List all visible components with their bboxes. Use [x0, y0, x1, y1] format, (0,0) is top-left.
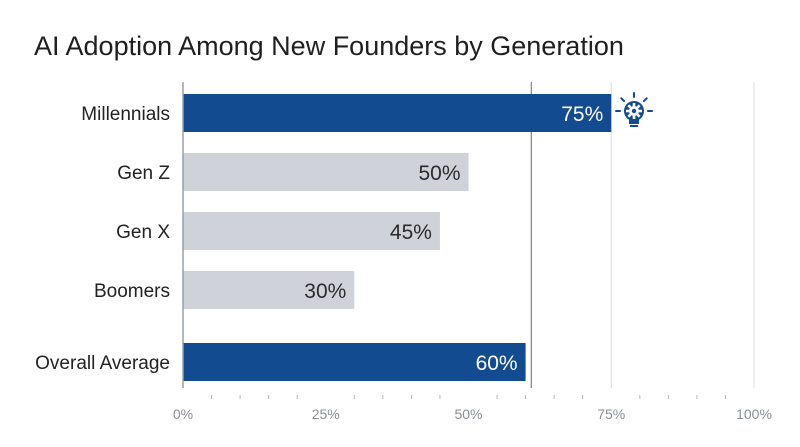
value-label: 45% — [390, 221, 432, 244]
category-label: Millennials — [81, 104, 170, 125]
grid-lines — [530, 82, 755, 388]
value-label: 60% — [476, 352, 518, 375]
bar-gen-x — [183, 212, 440, 250]
value-label: 50% — [418, 162, 460, 185]
chart-title: AI Adoption Among New Founders by Genera… — [34, 31, 624, 61]
x-tick-label: 25% — [312, 406, 340, 422]
x-tick-label: 100% — [736, 406, 772, 422]
x-tick-label: 75% — [597, 406, 625, 422]
bar-overall-average — [183, 343, 526, 381]
annotation — [615, 92, 653, 127]
bar-gen-z — [183, 153, 469, 191]
lightbulb-gear-icon — [615, 92, 653, 127]
bar-millennials — [183, 94, 612, 132]
bars: Millennials 75% Gen Z 50% Gen X 45% Boomers 30%… — [35, 94, 612, 381]
value-label: 75% — [561, 103, 603, 126]
category-label: Gen Z — [117, 163, 170, 184]
x-axis: 0% 25% 50% 75% 100% — [173, 82, 772, 422]
category-label: Overall Average — [35, 353, 170, 374]
x-tick-label: 50% — [454, 406, 482, 422]
category-label: Gen X — [116, 222, 170, 243]
value-label: 30% — [304, 280, 346, 303]
x-tick-label: 0% — [173, 406, 193, 422]
bar-boomers — [183, 271, 355, 309]
category-label: Boomers — [94, 281, 170, 302]
